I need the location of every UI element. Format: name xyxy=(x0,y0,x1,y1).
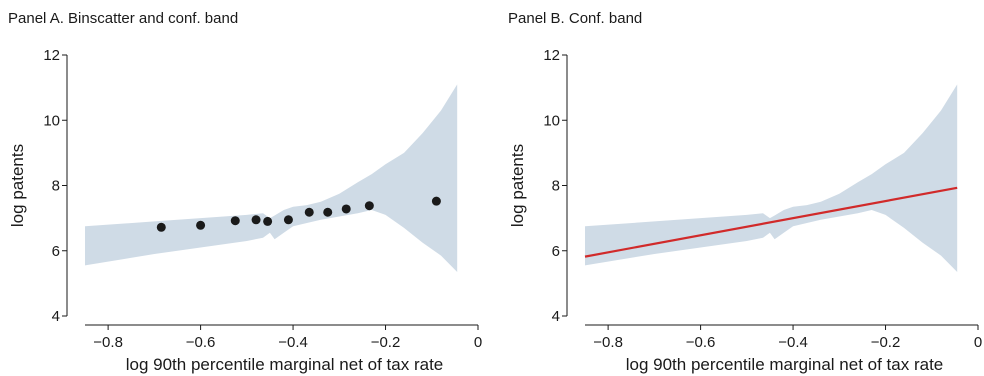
y-tick-label: 6 xyxy=(52,243,60,260)
data-point xyxy=(364,201,374,211)
y-tick-label: 10 xyxy=(43,112,60,129)
data-point xyxy=(230,216,240,226)
y-tick-label: 12 xyxy=(543,47,560,64)
y-tick-label: 4 xyxy=(552,308,560,325)
panel-b-title: Panel B. Conf. band xyxy=(508,10,643,27)
x-tick-label: 0 xyxy=(474,334,482,351)
x-axis-label: log 90th percentile marginal net of tax … xyxy=(626,355,944,374)
x-tick-label: −0.8 xyxy=(93,334,123,351)
data-point xyxy=(323,207,333,217)
x-tick-label: 0 xyxy=(974,334,982,351)
x-tick-label: −0.4 xyxy=(778,334,808,351)
y-tick-label: 8 xyxy=(552,178,560,195)
data-point xyxy=(251,215,261,225)
fitted-line xyxy=(584,186,958,258)
y-axis-label: log patents xyxy=(8,144,27,227)
data-point xyxy=(304,207,314,217)
y-tick-label: 10 xyxy=(543,112,560,129)
confidence-band xyxy=(585,84,958,273)
confidence-band xyxy=(85,84,458,273)
data-point xyxy=(156,222,166,232)
panel-a-chart: 4 6 8 10 12 log patents −0.8 −0.6 −0.4 −0.2 0 log 9… xyxy=(8,47,482,374)
x-tick-label: −0.6 xyxy=(686,334,716,351)
y-tick-label: 6 xyxy=(552,243,560,260)
y-tick-label: 4 xyxy=(52,308,60,325)
x-tick-label: −0.6 xyxy=(186,334,216,351)
data-point xyxy=(263,216,273,226)
x-tick-label: −0.2 xyxy=(371,334,401,351)
y-axis-label: log patents xyxy=(508,144,527,227)
data-point xyxy=(341,204,351,214)
x-tick-label: −0.4 xyxy=(278,334,308,351)
y-tick-label: 12 xyxy=(43,47,60,64)
panel-a: Panel A. Binscatter and conf. band 4 6 8 10… xyxy=(8,10,482,374)
panel-b: Panel B. Conf. band 4 6 8 10 12 log patents −0… xyxy=(500,0,984,376)
panel-b-chart: 4 6 8 10 12 log patents −0.8 −0.6 −0.4 −0.2 0 log 9… xyxy=(508,47,982,374)
x-tick-label: −0.2 xyxy=(871,334,901,351)
x-tick-label: −0.8 xyxy=(593,334,623,351)
data-point xyxy=(283,215,293,225)
panel-a-title: Panel A. Binscatter and conf. band xyxy=(8,10,239,27)
y-tick-label: 8 xyxy=(52,178,60,195)
data-point xyxy=(431,196,441,206)
data-point xyxy=(196,220,206,230)
x-axis-label: log 90th percentile marginal net of tax … xyxy=(126,355,444,374)
